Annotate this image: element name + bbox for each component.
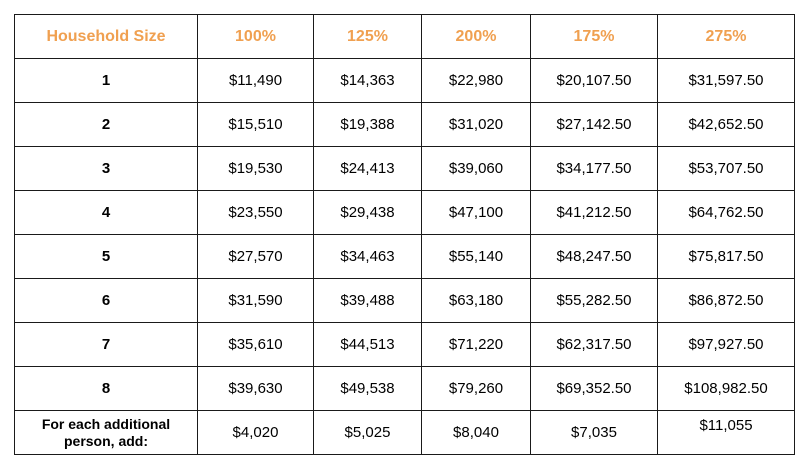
table-cell: $41,212.50 [530, 190, 658, 235]
household-size-cell: 2 [14, 102, 198, 147]
table-row: 8 $39,630 $49,538 $79,260 $69,352.50 $10… [14, 366, 795, 411]
table-row: 1 $11,490 $14,363 $22,980 $20,107.50 $31… [14, 58, 795, 103]
table-cell: $53,707.50 [657, 146, 795, 191]
table-cell: $19,530 [197, 146, 314, 191]
table-cell: $19,388 [313, 102, 422, 147]
header-household-size: Household Size [14, 14, 198, 59]
additional-label-line1: For each additional [41, 415, 171, 432]
header-125-percent: 125% [313, 14, 422, 59]
table-cell: $15,510 [197, 102, 314, 147]
header-175-percent: 175% [530, 14, 658, 59]
table-cell: $27,142.50 [530, 102, 658, 147]
table-cell: $62,317.50 [530, 322, 658, 367]
table-cell: $7,035 [530, 410, 658, 455]
table-cell: $34,177.50 [530, 146, 658, 191]
household-size-cell: 8 [14, 366, 198, 411]
header-100-percent: 100% [197, 14, 314, 59]
table-cell: $11,490 [197, 58, 314, 103]
table-cell: $49,538 [313, 366, 422, 411]
table-cell: $35,610 [197, 322, 314, 367]
header-row: Household Size 100% 125% 200% 175% 275% [14, 14, 795, 59]
table-cell: $47,100 [421, 190, 531, 235]
table-cell: $22,980 [421, 58, 531, 103]
table-cell: $97,927.50 [657, 322, 795, 367]
table-cell: $39,060 [421, 146, 531, 191]
table-cell: $39,488 [313, 278, 422, 323]
table-cell: $48,247.50 [530, 234, 658, 279]
additional-person-label: For each additional person, add: [14, 410, 198, 455]
household-size-cell: 5 [14, 234, 198, 279]
household-size-cell: 6 [14, 278, 198, 323]
table-cell: $63,180 [421, 278, 531, 323]
household-size-cell: 4 [14, 190, 198, 235]
table-cell: $75,817.50 [657, 234, 795, 279]
table-cell: $23,550 [197, 190, 314, 235]
table-cell: $55,140 [421, 234, 531, 279]
table-row: 4 $23,550 $29,438 $47,100 $41,212.50 $64… [14, 190, 795, 235]
household-size-cell: 7 [14, 322, 198, 367]
table-cell: $34,463 [313, 234, 422, 279]
table-cell: $108,982.50 [657, 366, 795, 411]
table-cell: $86,872.50 [657, 278, 795, 323]
table-row: 6 $31,590 $39,488 $63,180 $55,282.50 $86… [14, 278, 795, 323]
table-cell: $29,438 [313, 190, 422, 235]
table-cell: $5,025 [313, 410, 422, 455]
table-row: 7 $35,610 $44,513 $71,220 $62,317.50 $97… [14, 322, 795, 367]
table-cell: $71,220 [421, 322, 531, 367]
table-row: 2 $15,510 $19,388 $31,020 $27,142.50 $42… [14, 102, 795, 147]
table-cell: $69,352.50 [530, 366, 658, 411]
header-275-percent: 275% [657, 14, 795, 59]
table-cell: $24,413 [313, 146, 422, 191]
table-cell: $39,630 [197, 366, 314, 411]
table-cell: $31,020 [421, 102, 531, 147]
additional-label-line2: person, add: [63, 432, 148, 449]
table-cell: $79,260 [421, 366, 531, 411]
table-row: 5 $27,570 $34,463 $55,140 $48,247.50 $75… [14, 234, 795, 279]
table-cell: $11,055 [657, 410, 795, 455]
household-size-cell: 1 [14, 58, 198, 103]
poverty-guidelines-table: Household Size 100% 125% 200% 175% 275% … [14, 14, 795, 455]
table-cell: $31,590 [197, 278, 314, 323]
table-cell: $55,282.50 [530, 278, 658, 323]
table-cell: $31,597.50 [657, 58, 795, 103]
table-cell: $64,762.50 [657, 190, 795, 235]
table-cell: $4,020 [197, 410, 314, 455]
table-cell: $20,107.50 [530, 58, 658, 103]
table-row: 3 $19,530 $24,413 $39,060 $34,177.50 $53… [14, 146, 795, 191]
table-cell: $14,363 [313, 58, 422, 103]
table-cell: $8,040 [421, 410, 531, 455]
additional-person-row: For each additional person, add: $4,020 $… [14, 410, 795, 455]
header-200-percent: 200% [421, 14, 531, 59]
table-cell: $42,652.50 [657, 102, 795, 147]
table-cell: $44,513 [313, 322, 422, 367]
household-size-cell: 3 [14, 146, 198, 191]
table-cell: $27,570 [197, 234, 314, 279]
